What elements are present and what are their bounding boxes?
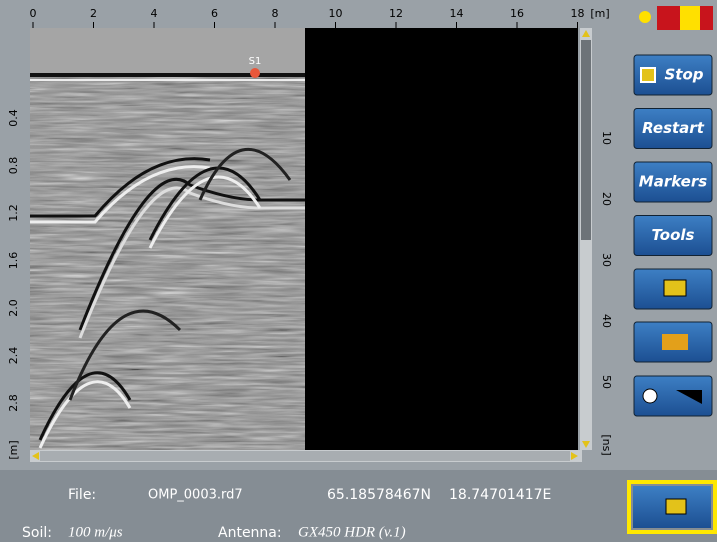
depth-label: 1.6 xyxy=(7,252,20,270)
depth-label: 0.4 xyxy=(7,109,20,127)
time-label: 30 xyxy=(600,253,613,267)
file-label: File: xyxy=(68,487,96,503)
menu-button-label: Stop xyxy=(664,66,703,84)
soil-label: Soil: xyxy=(22,525,52,541)
radargram xyxy=(30,28,305,450)
depth-label: 2.0 xyxy=(7,299,20,317)
h-scroll-thumb[interactable] xyxy=(40,451,570,461)
distance-label: 2 xyxy=(90,7,97,20)
file-name: OMP_0003.rd7 xyxy=(148,488,243,503)
antenna-label: Antenna: xyxy=(218,525,282,541)
status-icon xyxy=(639,11,651,23)
distance-label: 12 xyxy=(389,7,403,20)
icon-buttons xyxy=(629,269,715,532)
time-label: 10 xyxy=(600,131,613,145)
distance-label: 4 xyxy=(151,7,158,20)
time-unit: [ns] xyxy=(600,434,613,455)
latitude: 65.18578467N xyxy=(327,487,431,503)
marker-dot xyxy=(250,68,260,78)
longitude: 18.74701417E xyxy=(449,487,551,503)
time-label: 20 xyxy=(600,192,613,206)
distance-label: 14 xyxy=(450,7,464,20)
distance-unit: [m] xyxy=(590,7,609,20)
signal-meter-level xyxy=(680,6,700,30)
view-icon xyxy=(664,280,686,296)
depth-label: 0.8 xyxy=(7,157,20,175)
menu-button-label: Tools xyxy=(652,226,695,244)
time-label: 50 xyxy=(600,375,613,389)
distance-label: 0 xyxy=(30,7,37,20)
distance-label: 10 xyxy=(329,7,343,20)
filter-icon xyxy=(662,334,688,350)
distance-label: 8 xyxy=(272,7,279,20)
distance-label: 18 xyxy=(571,7,585,20)
distance-label: 6 xyxy=(211,7,218,20)
empty-area xyxy=(305,28,578,450)
soil-value: 100 m/μs xyxy=(68,524,123,540)
time-label: 40 xyxy=(600,314,613,328)
menu-button-label: Markers xyxy=(639,173,707,191)
depth-label: 2.8 xyxy=(7,394,20,412)
contrast-icon xyxy=(643,389,657,403)
stop-icon xyxy=(641,68,655,82)
camera-icon xyxy=(666,499,686,514)
distance-label: 16 xyxy=(510,7,524,20)
depth-label: 1.2 xyxy=(7,204,20,222)
depth-label: 2.4 xyxy=(7,347,20,365)
antenna-value: GX450 HDR (v.1) xyxy=(298,524,406,540)
marker-label: S1 xyxy=(249,56,262,67)
depth-unit: [m] xyxy=(7,440,20,459)
v-scroll-thumb[interactable] xyxy=(581,40,591,240)
menu-button-label: Restart xyxy=(642,119,705,137)
gpr-screen: S1 File: OMP_0003.rd7 65.18578467N 18.74… xyxy=(0,0,717,542)
